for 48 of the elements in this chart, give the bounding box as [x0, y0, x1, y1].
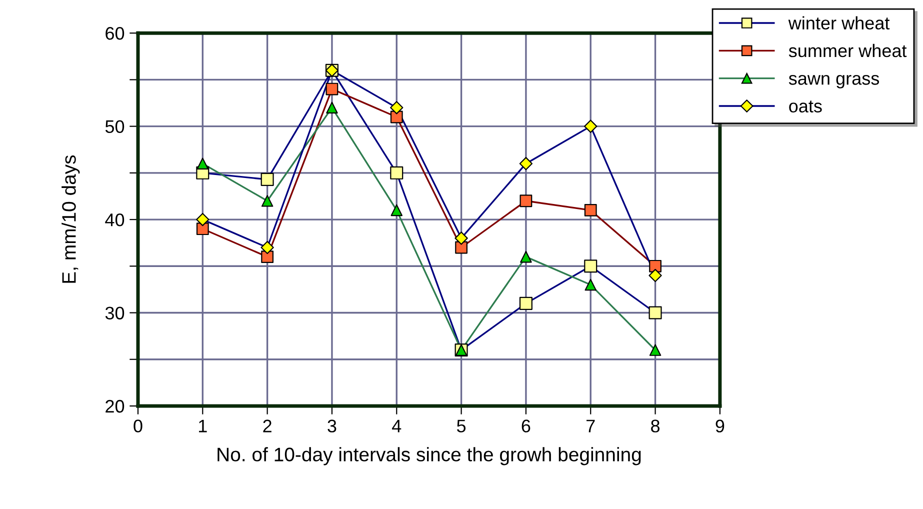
x-tick-label: 9 — [716, 420, 724, 432]
point — [454, 232, 468, 245]
x-tick-label: 0 — [134, 420, 142, 432]
point — [649, 344, 662, 356]
point — [261, 195, 274, 207]
x-tick-label: 5 — [456, 420, 466, 432]
point — [584, 260, 598, 273]
y-tick-label: 20 — [106, 400, 124, 413]
point — [584, 120, 598, 133]
point — [648, 268, 662, 282]
y-tick-label: 60 — [106, 27, 124, 40]
point — [520, 250, 532, 263]
y-tick-label: 30 — [105, 306, 124, 320]
point — [261, 250, 274, 264]
x-tick-label: 7 — [586, 420, 595, 432]
point — [584, 204, 597, 216]
point — [260, 240, 274, 254]
point — [260, 172, 274, 186]
x-tick-label: 8 — [651, 420, 660, 432]
x-axis-title: No. of 10-day intervals since the growh beginning — [218, 447, 641, 466]
legend-label: winter wheat — [788, 16, 890, 30]
point — [390, 101, 404, 114]
x-tick-label: 1 — [199, 420, 207, 432]
point — [196, 212, 210, 226]
point — [326, 82, 338, 96]
point — [390, 204, 403, 216]
legend-label: summer wheat — [788, 44, 907, 58]
point — [326, 102, 338, 114]
y-axis-title: E, mm/10 days — [62, 155, 80, 283]
point — [648, 306, 662, 320]
x-tick-label: 6 — [522, 420, 530, 432]
y-tick-label: 40 — [105, 213, 124, 226]
point — [196, 222, 209, 236]
point — [519, 296, 532, 310]
legend-label: oats — [789, 100, 822, 113]
point — [390, 166, 404, 180]
point — [455, 241, 468, 254]
point — [390, 110, 403, 124]
point — [649, 260, 662, 272]
x-tick-label: 3 — [328, 420, 336, 432]
point — [196, 158, 209, 170]
y-tick-label: 50 — [105, 120, 124, 134]
point — [520, 194, 532, 208]
x-tick-label: 4 — [392, 420, 402, 432]
point — [584, 278, 596, 291]
x-tick-label: 2 — [263, 420, 272, 432]
legend-label: sawn grass — [788, 74, 880, 88]
point — [519, 157, 533, 170]
